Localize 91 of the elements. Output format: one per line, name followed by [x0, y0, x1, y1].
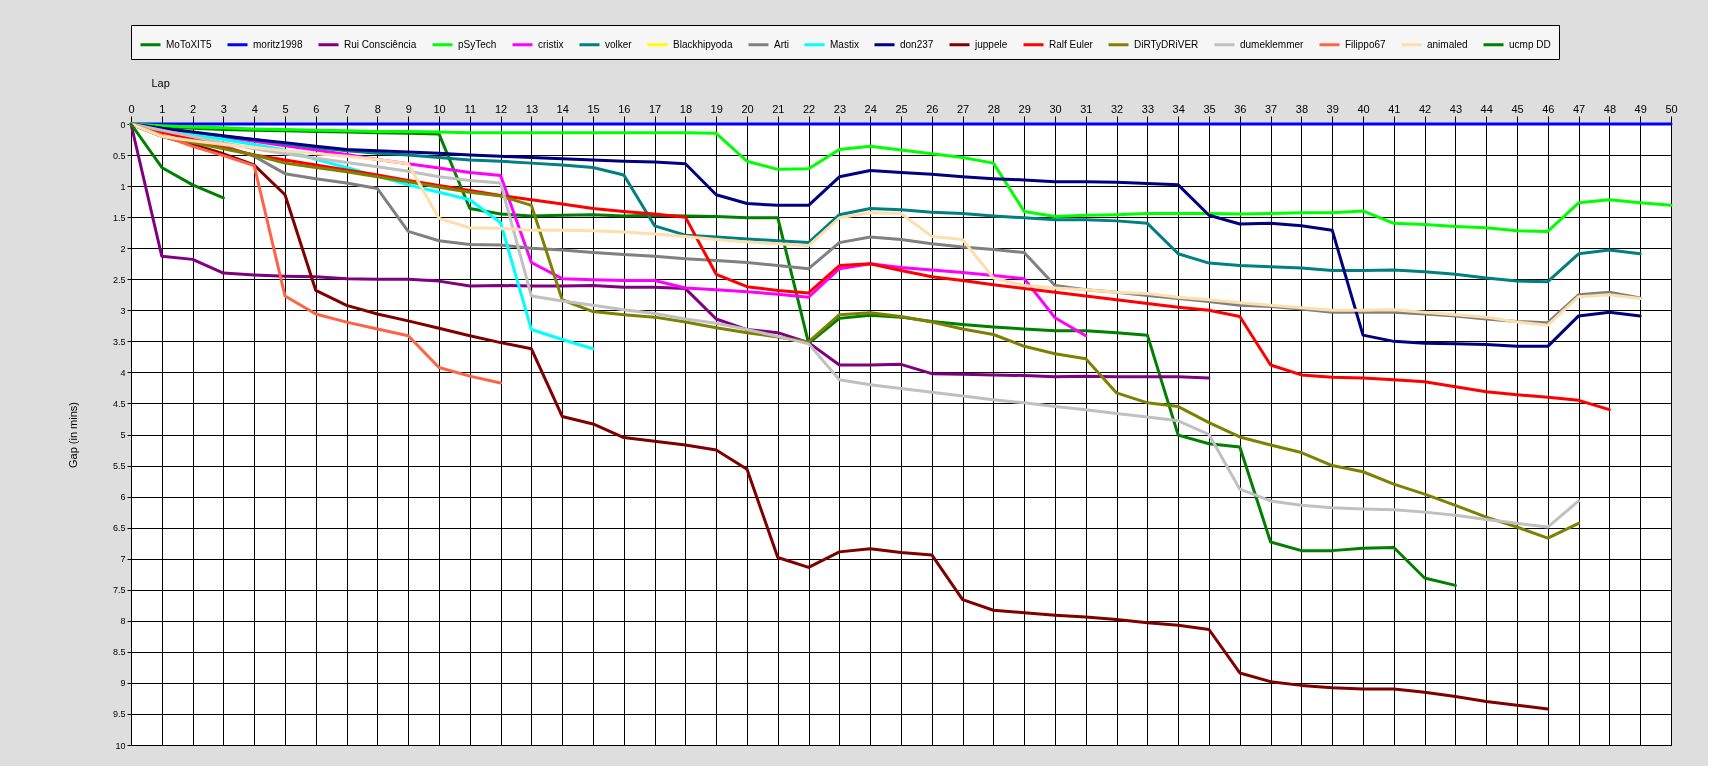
x-tick-label: 17	[648, 102, 662, 115]
legend-label: cristix	[538, 38, 564, 50]
x-tick-label: 29	[1018, 102, 1031, 115]
legend-label: Mastix	[830, 38, 859, 50]
legend-label: Blackhipyoda	[673, 38, 733, 50]
x-tick-label: 4	[251, 102, 258, 115]
legend-label: Filippo67	[1345, 38, 1387, 50]
x-tick-label: 13	[525, 102, 539, 115]
y-tick-label: 4.5	[112, 398, 126, 409]
x-tick-label: 3	[220, 102, 227, 115]
y-tick-label: 2.5	[112, 274, 126, 285]
x-tick-label: 15	[587, 102, 600, 115]
y-tick-label: 2	[120, 243, 126, 254]
y-tick-label: 8.5	[112, 647, 126, 658]
x-tick-label: 14	[556, 102, 569, 115]
x-tick-label: 12	[494, 102, 508, 115]
x-tick-label: 32	[1110, 102, 1124, 115]
x-tick-label: 39	[1326, 102, 1339, 115]
y-tick-label: 9.5	[112, 709, 126, 720]
x-tick-label: 43	[1449, 102, 1463, 115]
y-tick-label: 3.5	[112, 336, 126, 347]
legend-label: don237	[900, 38, 934, 50]
x-tick-label: 27	[956, 102, 970, 115]
x-tick-label: 6	[313, 102, 320, 115]
x-tick-label: 46	[1542, 102, 1555, 115]
legend-label: Rui Consciência	[344, 38, 417, 50]
y-tick-label: 5	[120, 430, 126, 440]
y-tick-label: 7.5	[112, 585, 126, 596]
y-tick-label: 10	[115, 740, 126, 751]
x-tick-label: 45	[1511, 102, 1524, 115]
legend-label: moritz1998	[253, 38, 303, 50]
x-tick-label: 21	[772, 102, 785, 115]
x-tick-label: 19	[710, 102, 723, 115]
legend-label: juppele	[974, 38, 1008, 50]
x-tick-label: 48	[1603, 102, 1617, 115]
y-tick-label: 6	[120, 492, 126, 503]
legend-label: pSyTech	[458, 38, 497, 50]
x-tick-label: 24	[864, 102, 877, 115]
legend-label: Arti	[774, 38, 789, 50]
y-tick-label: 7	[120, 554, 126, 565]
x-tick-label: 35	[1203, 102, 1216, 115]
x-tick-label: 11	[464, 102, 477, 115]
x-axis-title: Lap	[151, 76, 170, 89]
x-tick-label: 23	[833, 102, 847, 115]
x-tick-label: 7	[344, 102, 351, 115]
x-tick-label: 10	[433, 102, 446, 115]
x-tick-label: 41	[1388, 102, 1401, 115]
x-tick-label: 25	[895, 102, 908, 115]
legend-label: dumeklemmer	[1240, 38, 1305, 50]
x-tick-label: 47	[1572, 102, 1586, 115]
y-axis-title: Gap (in mins)	[66, 401, 79, 469]
x-tick-label: 31	[1080, 102, 1093, 115]
x-tick-label: 34	[1172, 102, 1185, 115]
x-tick-label: 38	[1295, 102, 1309, 115]
y-tick-label: 5.5	[112, 461, 126, 472]
y-tick-label: 4	[120, 367, 126, 378]
x-tick-label: 33	[1141, 102, 1155, 115]
x-tick-label: 50	[1665, 102, 1678, 115]
x-tick-label: 22	[802, 102, 816, 115]
x-tick-label: 40	[1357, 102, 1370, 115]
x-tick-label: 36	[1234, 102, 1247, 115]
x-tick-label: 49	[1634, 102, 1647, 115]
x-tick-label: 28	[987, 102, 1001, 115]
legend-label: volker	[605, 38, 633, 50]
x-tick-label: 16	[618, 102, 631, 115]
x-tick-label: 2	[190, 102, 197, 115]
legend-label: DiRTyDRiVER	[1134, 38, 1199, 50]
x-tick-label: 0	[128, 102, 135, 115]
x-tick-label: 37	[1264, 102, 1278, 115]
x-tick-label: 42	[1418, 102, 1432, 115]
x-tick-label: 20	[741, 102, 754, 115]
x-tick-label: 18	[679, 102, 693, 115]
y-tick-label: 1	[120, 181, 126, 192]
x-tick-label: 26	[926, 102, 939, 115]
x-tick-label: 8	[374, 102, 381, 115]
legend-label: MoToXIT5	[166, 38, 213, 50]
legend-label: animaled	[1427, 38, 1468, 50]
y-tick-label: 1.5	[112, 212, 126, 223]
y-tick-label: 9	[120, 678, 126, 689]
y-tick-label: 0.5	[112, 150, 126, 161]
x-tick-label: 44	[1480, 102, 1493, 115]
x-tick-label: 1	[159, 102, 166, 115]
y-tick-label: 8	[120, 616, 126, 627]
legend-label: ucmp DD	[1509, 38, 1551, 50]
x-tick-label: 5	[282, 102, 289, 115]
x-tick-label: 9	[405, 102, 412, 115]
legend-label: Ralf Euler	[1049, 38, 1094, 50]
y-tick-label: 0	[120, 119, 126, 130]
y-tick-label: 3	[120, 305, 126, 316]
y-tick-label: 6.5	[112, 523, 126, 534]
x-tick-label: 30	[1049, 102, 1062, 115]
